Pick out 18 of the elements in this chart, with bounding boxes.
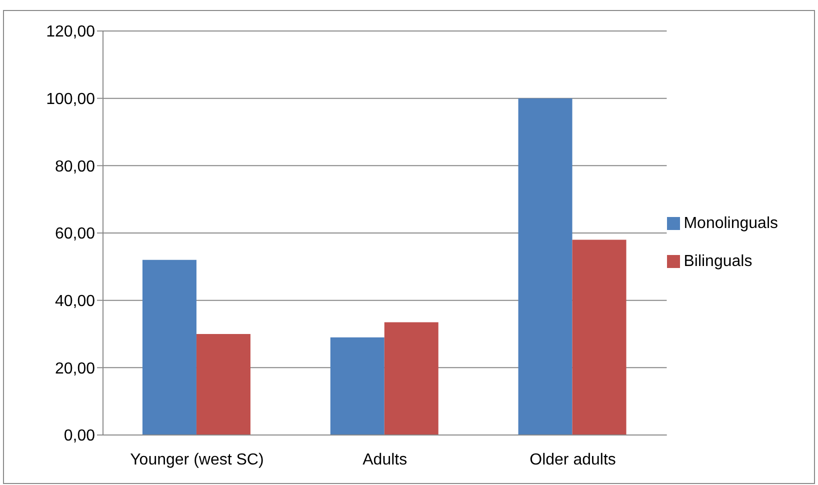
- bar: [518, 98, 572, 435]
- y-tick-label: 20,00: [54, 360, 96, 378]
- x-tick-label: Older adults: [530, 451, 616, 468]
- x-tick-label: Adults: [362, 451, 408, 468]
- legend-label: Bilinguals: [684, 252, 752, 270]
- y-tick-label: 0,00: [64, 428, 96, 445]
- bar: [142, 260, 196, 435]
- bar: [384, 322, 438, 435]
- x-tick-label: Younger (west SC): [130, 451, 264, 468]
- y-tick-label: 80,00: [54, 158, 96, 176]
- y-tick-label: 60,00: [54, 226, 96, 243]
- y-tick-label: 40,00: [54, 293, 96, 310]
- bar: [572, 240, 626, 435]
- bar: [196, 334, 250, 435]
- bar: [330, 337, 384, 435]
- y-tick-label: 120,00: [46, 24, 96, 41]
- legend-label: Monolinguals: [684, 214, 778, 232]
- y-tick-label: 100,00: [46, 91, 96, 108]
